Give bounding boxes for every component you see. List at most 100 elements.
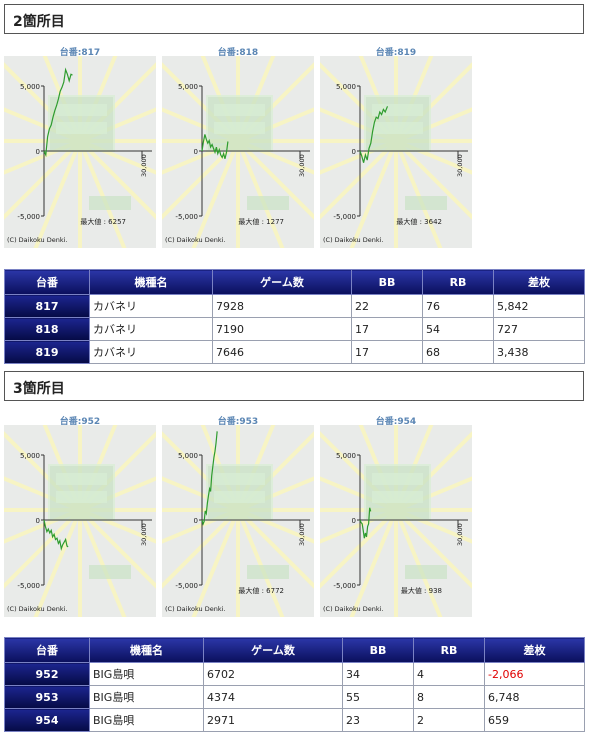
background-ray	[4, 139, 82, 220]
max-value-label: 最大値 : 3642	[396, 217, 442, 226]
chart-machine-label[interactable]: 台番:819	[375, 48, 417, 58]
background-ray	[320, 139, 398, 220]
background-ray	[4, 508, 82, 589]
chart-machine-label[interactable]: 台番:954	[375, 417, 417, 427]
table-cell: 659	[484, 708, 585, 732]
background-tray-slot	[56, 104, 107, 116]
background-ray	[33, 509, 82, 617]
section-header: 3箇所目	[4, 371, 584, 401]
table-header-row: 台番 機種名 ゲーム数 BB RB 差枚	[4, 269, 585, 295]
y-tick-label: -5,000	[333, 582, 356, 590]
column-header: RB	[422, 269, 494, 295]
x-tick-label: 30,000	[456, 154, 464, 177]
machine-number-link[interactable]: 819	[4, 340, 90, 364]
background-ray	[320, 508, 398, 589]
y-tick-label: 5,000	[336, 452, 356, 460]
copyright-text: (C) Daikoku Denki.	[7, 236, 68, 244]
slump-line	[359, 507, 372, 539]
background-ray	[191, 140, 240, 248]
machine-number-link[interactable]: 817	[4, 294, 90, 318]
machine-table: 台番 機種名 ゲーム数 BB RB 差枚 952 BIG島唄 6702 34 4 -2,066 953…	[4, 637, 585, 732]
machine-table: 台番 機種名 ゲーム数 BB RB 差枚 817 カバネリ 7928 22 76 5,842 818 カ…	[4, 269, 585, 364]
background-tray-tab	[247, 196, 289, 210]
background-ray	[349, 140, 398, 248]
machine-number-link[interactable]: 954	[4, 708, 90, 732]
background-ray	[394, 508, 472, 589]
max-value-label: 最大値 : 1277	[238, 217, 284, 226]
y-tick-label: -5,000	[17, 213, 40, 221]
chart-svg: 5,000 0 -5,000 30,000 最大値 : 6257 (C) Daikoku …	[4, 56, 156, 248]
background-ray	[191, 509, 240, 617]
chart-svg: 5,000 0 -5,000 30,000 最大値 : 938 (C) Daikoku D…	[320, 425, 472, 617]
table-cell: 727	[493, 317, 585, 341]
max-value-label: 最大値 : 6257	[80, 217, 126, 226]
y-tick-label: 0	[36, 148, 40, 156]
table-row: 819 カバネリ 7646 17 68 3,438	[4, 340, 585, 364]
table-cell: カバネリ	[89, 340, 213, 364]
table-cell: BIG島唄	[89, 708, 204, 732]
table-cell: BIG島唄	[89, 685, 204, 709]
table-cell: 76	[422, 294, 494, 318]
background-ray	[349, 509, 398, 617]
chart-machine-label[interactable]: 台番:817	[59, 48, 101, 58]
table-cell: カバネリ	[89, 317, 213, 341]
copyright-text: (C) Daikoku Denki.	[165, 236, 226, 244]
slump-line	[201, 431, 218, 526]
y-tick-label: -5,000	[17, 582, 40, 590]
x-tick-label: 30,000	[298, 523, 306, 546]
y-tick-label: 0	[352, 148, 356, 156]
x-tick-label: 30,000	[298, 154, 306, 177]
chart-machine-label[interactable]: 台番:953	[217, 417, 259, 427]
copyright-text: (C) Daikoku Denki.	[165, 605, 226, 613]
section-title: 3箇所目	[13, 381, 65, 397]
background-tray-slot	[214, 491, 265, 503]
slump-chart: 台番:817 5,000 0 -5,000 30,000 最大値 : 6257 (C) D…	[4, 45, 156, 248]
chart-machine-label[interactable]: 台番:952	[59, 417, 101, 427]
machine-number-link[interactable]: 818	[4, 317, 90, 341]
table-cell: 4	[413, 662, 485, 686]
table-row: 952 BIG島唄 6702 34 4 -2,066	[4, 662, 585, 686]
table-cell: 2	[413, 708, 485, 732]
machine-number-link[interactable]: 953	[4, 685, 90, 709]
column-header: BB	[342, 637, 414, 663]
y-tick-label: 5,000	[20, 83, 40, 91]
copyright-text: (C) Daikoku Denki.	[7, 605, 68, 613]
slump-line	[43, 519, 69, 551]
chart-machine-label[interactable]: 台番:818	[217, 48, 259, 58]
y-tick-label: -5,000	[333, 213, 356, 221]
copyright-text: (C) Daikoku Denki.	[323, 605, 384, 613]
table-row: 954 BIG島唄 2971 23 2 659	[4, 708, 585, 732]
background-ray	[78, 508, 156, 589]
chart-svg: 5,000 0 -5,000 30,000 最大値 : 1277 (C) Daikoku …	[162, 56, 314, 248]
table-header-row: 台番 機種名 ゲーム数 BB RB 差枚	[4, 637, 585, 663]
machine-number-link[interactable]: 952	[4, 662, 90, 686]
background-ray	[33, 140, 82, 248]
column-header: RB	[413, 637, 485, 663]
slump-line	[201, 134, 229, 159]
table-cell: 3,438	[493, 340, 585, 364]
background-ray	[78, 139, 156, 220]
y-tick-label: 0	[36, 517, 40, 525]
max-value-label: 最大値 : 6772	[238, 586, 284, 595]
column-header: 差枚	[493, 269, 585, 295]
table-cell: 6,748	[484, 685, 585, 709]
table-cell: 2971	[203, 708, 343, 732]
chart-svg: 5,000 0 -5,000 30,000 最大値 : 3642 (C) Daikoku …	[320, 56, 472, 248]
background-tray-slot	[56, 491, 107, 503]
chart-svg: 5,000 0 -5,000 30,000 (C) Daikoku Denki.	[4, 425, 156, 617]
slump-chart: 台番:953 5,000 0 -5,000 30,000 最大値 : 6772 (C) D…	[162, 414, 314, 617]
x-tick-label: 30,000	[456, 523, 464, 546]
background-ray	[236, 139, 314, 220]
y-tick-label: 0	[194, 517, 198, 525]
table-cell: 7646	[212, 340, 352, 364]
column-header: 台番	[4, 637, 90, 663]
max-value-label: 最大値 : 938	[401, 586, 442, 595]
section-header: 2箇所目	[4, 4, 584, 34]
y-tick-label: 5,000	[336, 83, 356, 91]
y-tick-label: 5,000	[20, 452, 40, 460]
table-cell: 22	[351, 294, 423, 318]
background-ray	[236, 508, 314, 589]
background-tray-slot	[372, 104, 423, 116]
table-cell: BIG島唄	[89, 662, 204, 686]
x-tick-label: 30,000	[140, 154, 148, 177]
